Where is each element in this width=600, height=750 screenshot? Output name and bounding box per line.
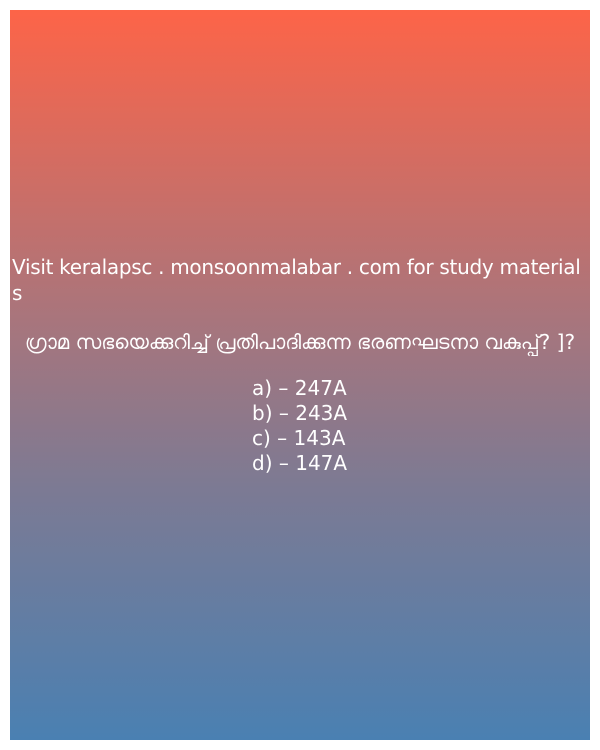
option-c: c) – 143A — [252, 426, 346, 450]
option-d: d) – 147A — [252, 451, 348, 475]
question-card: Visit keralapsc . monsoonmalabar . com f… — [10, 10, 590, 740]
option-a: a) – 247A — [252, 376, 347, 400]
option-b: b) – 243A — [252, 401, 348, 425]
question-text: ഗ്രാമ സഭയെക്കുറിച്ച് പ്രതിപാദിക്കുന്ന ഭര… — [24, 330, 576, 354]
answer-options: a) – 247A b) – 243A c) – 143A d) – 147A — [252, 376, 347, 476]
website-promo-text: Visit keralapsc . monsoonmalabar . com f… — [12, 255, 581, 305]
